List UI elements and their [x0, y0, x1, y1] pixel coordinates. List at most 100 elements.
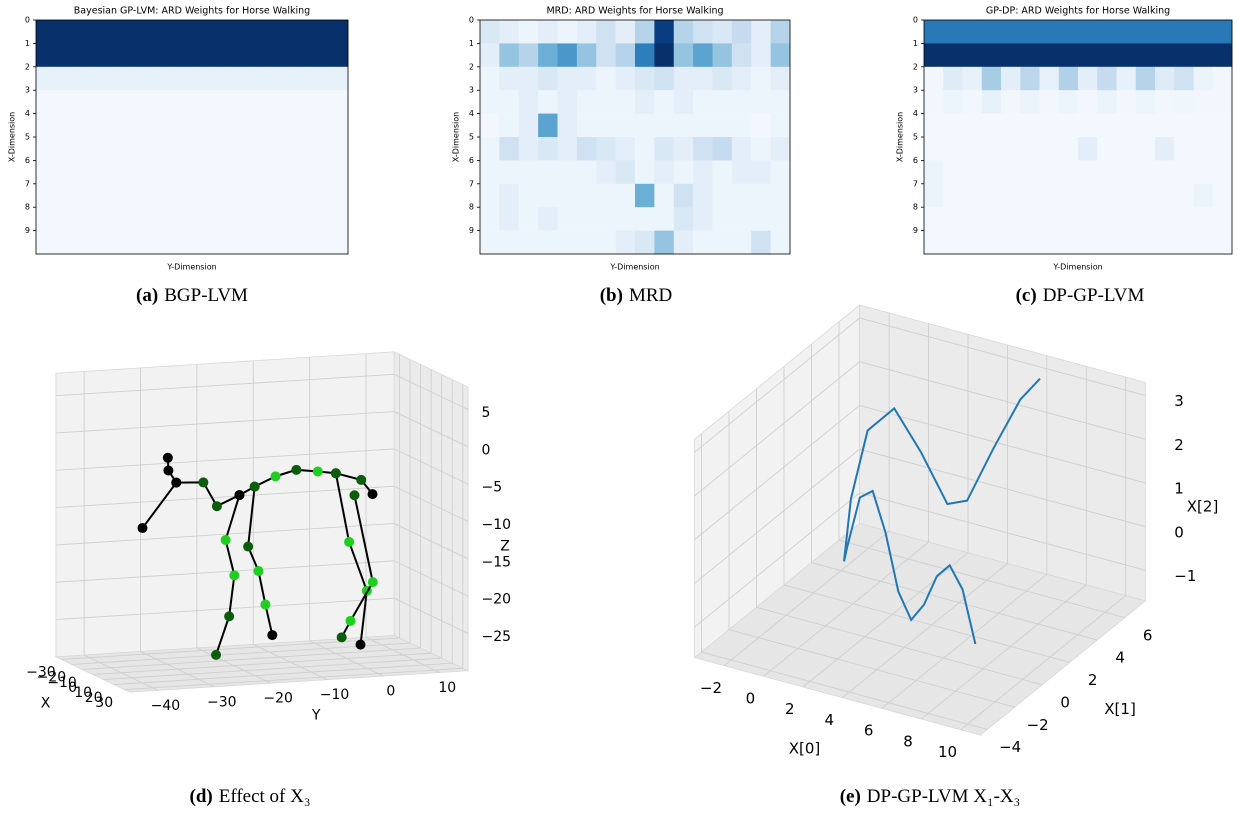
heat-cell [654, 20, 675, 44]
heat-cell [94, 20, 115, 44]
heat-cell [538, 66, 558, 91]
heat-cell [94, 183, 115, 208]
y-axis-label: X-Dimension [8, 112, 17, 163]
heat-cell [770, 207, 791, 231]
heat-cell [1116, 66, 1137, 91]
heat-cell [192, 207, 212, 231]
heat-cell [1058, 113, 1079, 138]
heat-cell [943, 113, 963, 138]
heat-cell [480, 207, 500, 231]
heat-cell [231, 113, 251, 138]
heat-cell [770, 20, 791, 44]
heat-cell [231, 207, 251, 231]
heat-cell [981, 20, 1002, 44]
heat-cell [153, 207, 173, 231]
heat-cell [731, 137, 752, 161]
heat-cell [962, 160, 983, 185]
y-tick-label: 10 [438, 680, 456, 696]
heat-cell [270, 43, 290, 68]
heat-cell [1116, 160, 1137, 185]
heat-cell [309, 20, 329, 44]
grid-line [394, 560, 469, 597]
heat-cell [480, 20, 500, 44]
heat-cell [1193, 207, 1214, 231]
heat-cell [1212, 66, 1233, 91]
caption-text: MRD [629, 285, 672, 306]
grid-line [694, 492, 860, 628]
grid-line [83, 654, 159, 691]
heat-cell [1155, 137, 1175, 161]
heat-cell [499, 207, 520, 231]
heat-cell [1001, 66, 1021, 91]
heat-cell [518, 207, 539, 231]
heat-cell [1097, 183, 1117, 208]
heat-cell [1078, 113, 1098, 138]
heat-cell [1097, 137, 1117, 161]
heat-cell [231, 160, 251, 185]
heat-cell [635, 137, 655, 161]
heat-cell [654, 183, 675, 208]
heat-cell [1135, 160, 1156, 185]
heat-cell [1058, 183, 1079, 208]
joint-marker [249, 481, 260, 492]
joint-marker [162, 452, 173, 463]
caption-text: Effect of X₃ [219, 786, 311, 807]
heat-cell [270, 20, 290, 44]
heat-cell [1212, 183, 1233, 208]
heat-cell [1020, 113, 1040, 138]
heat-cell [538, 183, 558, 208]
heat-cell [75, 43, 95, 68]
heat-cell [289, 90, 310, 114]
grid-line [960, 595, 1126, 731]
heat-cell [1212, 160, 1233, 185]
y-axis-label: X-Dimension [896, 112, 905, 163]
z-tick-label: 0 [481, 442, 490, 458]
joint-marker [267, 630, 278, 641]
heat-cell [751, 113, 771, 138]
heat-cell [1020, 137, 1040, 161]
heat-cell [270, 90, 290, 114]
heat-cell [55, 20, 76, 44]
heat-cell [153, 183, 173, 208]
heat-cell [55, 183, 76, 208]
heat-cell [596, 160, 616, 185]
heat-cell [1155, 43, 1175, 68]
heat-cell [693, 66, 713, 91]
y-axis-label: X-Dimension [452, 112, 461, 163]
heat-cell [75, 137, 95, 161]
y-tick-label: −10 [320, 687, 350, 703]
x-tick-label: −20 [37, 670, 67, 686]
y-tick-label: 0 [469, 16, 474, 25]
heat-cell [924, 207, 944, 231]
heat-cell [1155, 160, 1175, 185]
heat-cell [231, 43, 251, 68]
heat-cell [770, 43, 791, 68]
heat-cell [192, 230, 212, 255]
heat-cell [635, 230, 655, 255]
heat-cell [673, 183, 694, 208]
heat-cell [328, 43, 349, 68]
y-tick-label: 5 [25, 133, 30, 142]
heat-cell [1097, 113, 1117, 138]
heat-cell [712, 20, 733, 44]
heat-cell [557, 113, 578, 138]
heat-cell [192, 160, 212, 185]
heat-cell [133, 20, 154, 44]
heat-cell [557, 137, 578, 161]
heat-cell [192, 20, 212, 44]
heat-cell [596, 20, 616, 44]
heat-cell [499, 230, 520, 255]
heat-cell [36, 90, 56, 114]
z-tick-label: −1 [1174, 567, 1196, 585]
y-tick-label: 8 [913, 203, 918, 212]
heat-cell [231, 20, 251, 44]
heat-cell [770, 66, 791, 91]
heat-cell [712, 43, 733, 68]
heat-cell [924, 43, 944, 68]
y-tick-label: 2 [25, 62, 30, 71]
heat-cell [615, 113, 636, 138]
heat-cell [1001, 20, 1021, 44]
grid-line [859, 405, 1146, 484]
heat-cell [1001, 90, 1021, 114]
